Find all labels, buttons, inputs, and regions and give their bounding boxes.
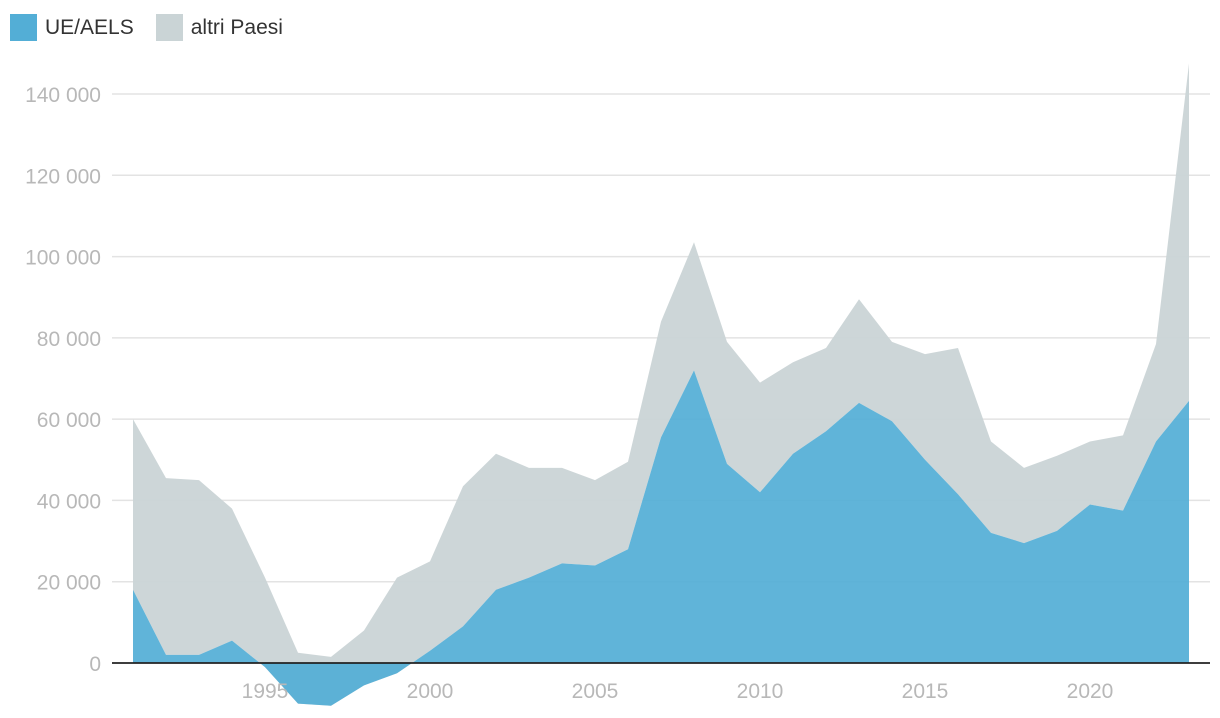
y-tick-label: 120 000 xyxy=(25,165,101,188)
y-tick-label: 0 xyxy=(89,653,101,676)
y-tick-label: 100 000 xyxy=(25,247,101,270)
area-ue-aels[interactable] xyxy=(133,370,1189,706)
legend-swatch-ue-aels xyxy=(10,14,37,41)
legend-label-altri-paesi: altri Paesi xyxy=(190,15,283,39)
legend: UE/AELS altri Paesi xyxy=(10,14,283,41)
area-altri-paesi[interactable] xyxy=(133,63,1189,706)
y-tick-label: 40 000 xyxy=(37,490,101,513)
y-tick-label: 80 000 xyxy=(37,328,101,351)
legend-item-altri-paesi[interactable]: altri Paesi xyxy=(155,14,283,41)
legend-label-ue-aels: UE/AELS xyxy=(45,15,134,39)
y-tick-label: 140 000 xyxy=(25,84,101,107)
y-tick-label: 20 000 xyxy=(37,572,101,595)
x-tick-label: 1995 xyxy=(242,680,289,703)
legend-item-ue-aels[interactable]: UE/AELS xyxy=(10,14,134,41)
y-tick-label: 60 000 xyxy=(37,409,101,432)
x-tick-label: 2005 xyxy=(572,680,619,703)
x-tick-label: 2000 xyxy=(407,680,454,703)
x-tick-label: 2020 xyxy=(1067,680,1114,703)
x-axis-ticks: 1995 2000 2005 2010 2015 2020 xyxy=(242,680,1114,703)
x-tick-label: 2010 xyxy=(737,680,784,703)
x-tick-label: 2015 xyxy=(902,680,949,703)
y-axis-ticks: 0 20 000 40 000 60 000 80 000 100 000 120 000 1… xyxy=(25,84,101,676)
areas xyxy=(133,63,1189,706)
legend-swatch-altri-paesi xyxy=(155,14,183,41)
